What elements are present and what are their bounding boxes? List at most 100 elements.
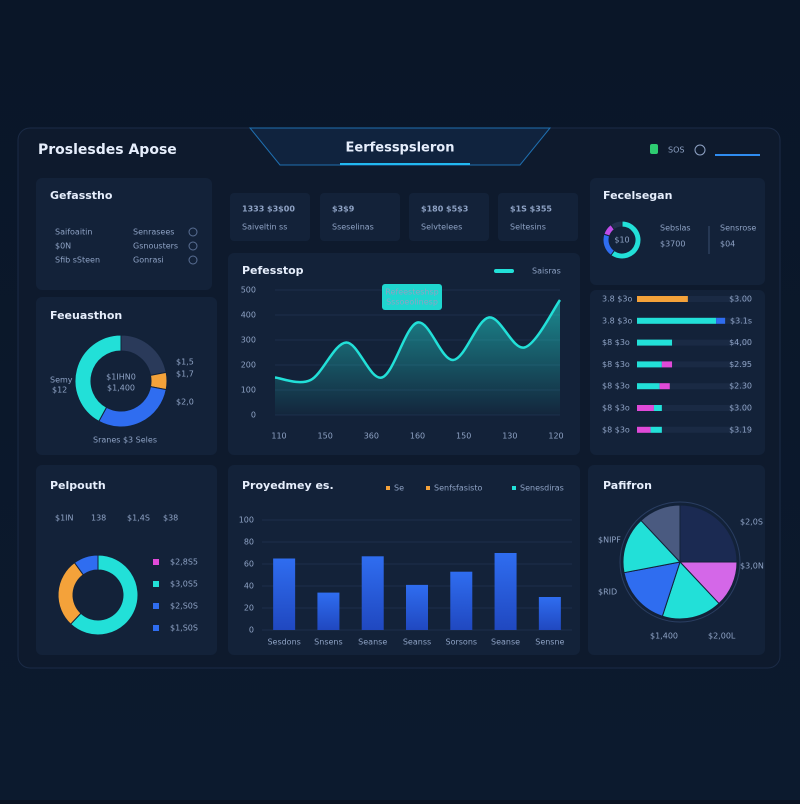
label: $8 $3o — [602, 425, 630, 434]
label: Sesdons — [267, 638, 300, 647]
label: Saiveltin ss — [242, 223, 287, 232]
legend-swatch — [153, 581, 159, 587]
tab-title[interactable]: Eerfesspsleron — [346, 141, 455, 156]
label: Gsnousters — [133, 242, 178, 251]
donut-segment — [73, 554, 99, 576]
label: $38 — [163, 514, 178, 523]
tooltip — [382, 284, 442, 310]
icon[interactable] — [650, 144, 658, 154]
bar — [637, 339, 673, 346]
label: $1IN — [55, 514, 74, 523]
label: Sseselinas — [332, 223, 374, 232]
label: Seanse — [491, 638, 520, 647]
label: 150 — [456, 432, 471, 441]
label: $8 $3o — [602, 338, 630, 347]
card — [590, 290, 765, 455]
label: $1,400 — [107, 384, 135, 393]
bar — [650, 426, 662, 433]
label: 0 — [249, 626, 254, 635]
label: 80 — [244, 538, 254, 547]
label: $RID — [598, 588, 617, 597]
bar — [450, 571, 473, 630]
icon[interactable] — [694, 144, 706, 156]
label: $NIPF — [598, 536, 621, 545]
label: Senrasees — [133, 228, 174, 237]
label: $1,4S — [127, 514, 150, 523]
icon — [188, 241, 198, 251]
label: Saisras — [532, 267, 561, 276]
label: $1IHN0 — [106, 373, 136, 382]
bar — [406, 584, 428, 630]
label: Senfsfasisto — [434, 484, 482, 493]
label: Sensrose — [720, 224, 756, 233]
legend-swatch — [153, 559, 159, 565]
label: $3.1s — [730, 316, 752, 325]
card-title: Proyedmey es. — [242, 479, 334, 492]
label: $04 — [720, 240, 735, 249]
card-title: Gefasstho — [50, 189, 113, 202]
label: Seanse — [358, 638, 387, 647]
legend-swatch — [153, 603, 159, 609]
label: 120 — [548, 432, 563, 441]
donut-segment — [74, 334, 122, 422]
label: $2,S0S — [170, 602, 198, 611]
bar — [637, 361, 662, 368]
label: 40 — [244, 582, 254, 591]
pie-slice — [640, 504, 681, 564]
card — [36, 465, 217, 655]
label: 500 — [241, 286, 256, 295]
bar — [317, 592, 340, 630]
label: Semy — [50, 376, 73, 385]
label: $1,400 — [650, 632, 678, 641]
bar — [637, 383, 660, 390]
label: $1S $355 — [510, 205, 552, 214]
label: $2,8S5 — [170, 558, 198, 567]
label: Sensne — [535, 638, 564, 647]
label: 130 — [502, 432, 517, 441]
label: 110 — [271, 432, 286, 441]
label: 3.8 $3o — [602, 316, 632, 325]
label: 138 — [91, 514, 106, 523]
pie-slice — [679, 504, 738, 563]
label: Sebslas — [660, 224, 691, 233]
card — [36, 297, 217, 455]
bar — [661, 361, 673, 368]
label: $1,5 — [176, 358, 194, 367]
label: Sssoeolinesp — [386, 298, 438, 307]
label: $3.19 — [729, 425, 752, 434]
label: 100 — [239, 516, 254, 525]
label: $2.95 — [729, 360, 752, 369]
legend-swatch — [386, 486, 390, 490]
bar — [637, 317, 717, 324]
icon — [188, 255, 198, 265]
label: Saifoaitin — [55, 228, 92, 237]
bar — [273, 558, 296, 630]
kpi-card — [409, 193, 489, 241]
label: $8 $3o — [602, 360, 630, 369]
donut-segment — [69, 554, 139, 636]
label: $12 — [52, 386, 67, 395]
legend-swatch — [153, 625, 159, 631]
label: 1333 $3$00 — [242, 205, 295, 214]
legend-swatch — [426, 486, 430, 490]
bar — [637, 296, 688, 302]
kpi-card — [498, 193, 578, 241]
bar — [494, 553, 517, 630]
header-tab — [248, 127, 552, 166]
label: 100 — [241, 386, 256, 395]
icon — [188, 227, 198, 237]
kpi-card — [230, 193, 310, 241]
label: $3,0S5 — [170, 580, 198, 589]
bar-track — [637, 426, 750, 433]
card-title: Pafifron — [603, 479, 652, 492]
label: $2,0S — [740, 518, 763, 527]
legend-swatch — [512, 486, 516, 490]
label: Senesdiras — [520, 484, 564, 493]
label: 300 — [241, 336, 256, 345]
card-title: Fecelsegan — [603, 189, 672, 202]
label: 360 — [364, 432, 379, 441]
label: Sorsons — [446, 638, 478, 647]
label: $0N — [55, 242, 71, 251]
card-title: Pefesstop — [242, 264, 304, 277]
